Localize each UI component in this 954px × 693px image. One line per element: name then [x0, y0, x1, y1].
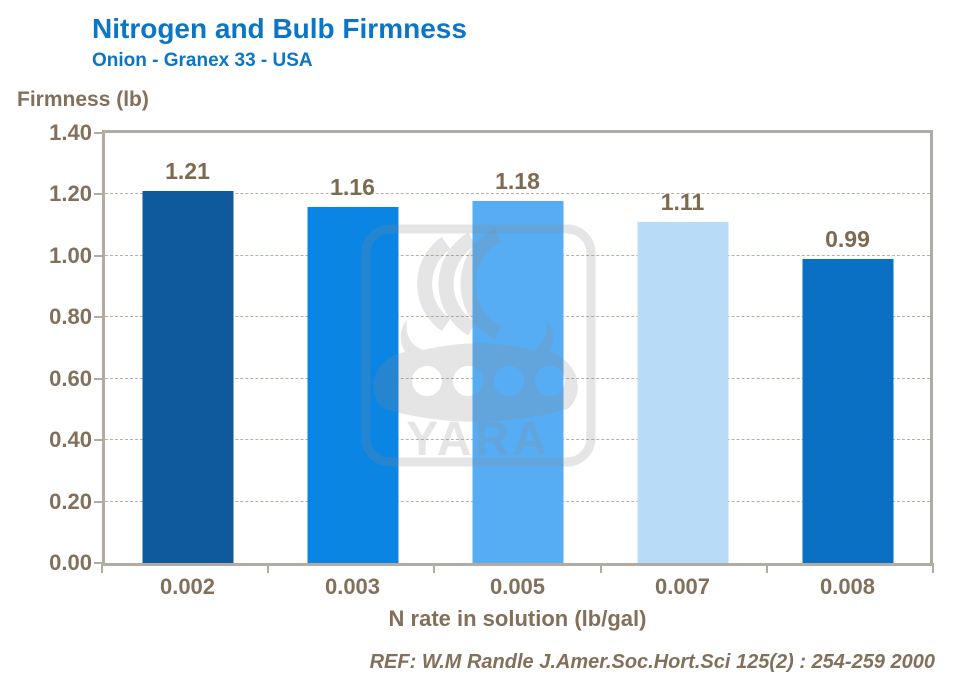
y-tick-label: 0.80: [49, 304, 92, 330]
bar-column-0.005: 1.18: [435, 133, 600, 563]
x-tickmark: [765, 563, 768, 573]
x-tickmark: [433, 563, 436, 573]
bars: 1.21 1.16 1.18 1.11 0.99: [105, 133, 930, 563]
bar-0.003: [307, 206, 398, 563]
y-tick-label: 0.40: [49, 427, 92, 453]
x-axis-labels: 0.002 0.003 0.005 0.007 0.008: [105, 574, 930, 600]
bar-column-0.008: 0.99: [765, 133, 930, 563]
y-tick-label: 1.20: [49, 181, 92, 207]
bar-value-label: 1.11: [660, 189, 705, 216]
plot-area: 1.21 1.16 1.18 1.11 0.99 YARA: [102, 130, 933, 566]
y-tickmark: [94, 132, 102, 134]
bar-0.008: [802, 258, 893, 563]
x-tickmark: [932, 563, 934, 573]
y-tick-label: 0.60: [49, 365, 92, 391]
bar-value-label: 1.16: [330, 173, 375, 200]
bar-column-0.002: 1.21: [105, 133, 270, 563]
x-axis-title: N rate in solution (lb/gal): [388, 606, 647, 631]
y-axis-title: Firmness (lb): [17, 88, 149, 111]
y-tick-label: 1.40: [49, 120, 92, 145]
x-axis-tickmarks: [101, 563, 934, 573]
y-tick-label: 0.00: [49, 550, 92, 575]
bar-column-0.003: 1.16: [270, 133, 435, 563]
x-tickmark: [599, 563, 602, 573]
x-tick-label-0.008: 0.008: [819, 574, 876, 599]
chart-subtitle: Onion - Granex 33 - USA: [92, 50, 313, 71]
y-axis-tickmarks: [94, 130, 102, 566]
x-tick-label-0.005: 0.005: [489, 574, 546, 599]
bar-value-label: 1.21: [165, 158, 210, 185]
y-tickmark: [94, 439, 102, 442]
y-tick-label: 1.00: [49, 242, 92, 268]
bar-column-0.007: 1.11: [600, 133, 765, 563]
y-tickmark: [94, 500, 102, 503]
y-tickmark: [94, 316, 102, 319]
bar-value-label: 0.99: [825, 225, 870, 252]
reference-text: REF: W.M Randle J.Amer.Soc.Hort.Sci 125(…: [369, 651, 935, 673]
x-tick-label-0.007: 0.007: [654, 574, 711, 599]
bar-0.002: [142, 191, 233, 563]
bar-0.007: [637, 222, 728, 563]
bar-0.005: [472, 200, 563, 563]
y-tickmark: [94, 193, 102, 196]
chart-title: Nitrogen and Bulb Firmness: [92, 13, 467, 44]
x-tick-label-0.003: 0.003: [324, 574, 381, 599]
y-axis-labels: 0.00 0.20 0.40 0.60 0.80 1.00 1.20 1.40: [24, 120, 92, 575]
x-tickmark: [267, 563, 270, 573]
x-tickmark: [101, 563, 103, 573]
y-tickmark: [94, 254, 102, 257]
y-tickmark: [94, 377, 102, 380]
x-tick-label-0.002: 0.002: [159, 574, 216, 599]
gridline: [105, 193, 930, 195]
y-tick-label: 0.20: [49, 488, 92, 514]
y-tickmark: [94, 562, 102, 564]
bar-value-label: 1.18: [495, 167, 540, 194]
